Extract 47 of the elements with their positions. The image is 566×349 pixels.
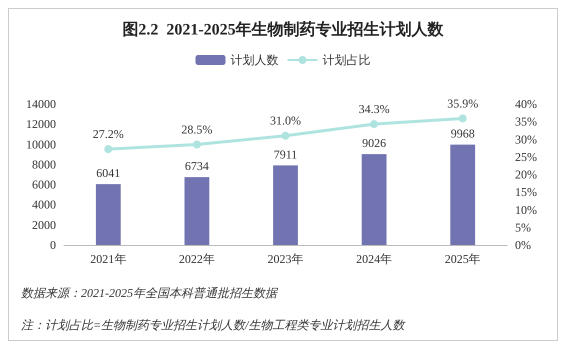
y-tick-label: 8000 [32,157,56,172]
data-label: 34.3% [358,102,390,116]
point [282,132,290,140]
x-tick-label: 2023年 [268,252,304,266]
data-label: 7911 [274,147,298,162]
x-tick-label: 2022年 [178,252,215,266]
y2-tick-label: 30% [515,132,537,146]
bar [184,177,210,245]
y2-tick-label: 10% [515,202,537,217]
data-label: 6734 [184,159,209,174]
y-tick-label: 12000 [26,117,56,132]
y-tick-label: 14000 [26,97,56,111]
y-tick-label: 6000 [32,178,56,192]
y-tick-label: 2000 [32,218,56,232]
bar [96,184,121,245]
y2-tick-label: 15% [515,185,537,200]
point [192,140,201,149]
point [370,120,378,128]
y2-tick-label: 0% [515,238,531,252]
legend-label: 计划人数 [230,53,278,67]
y-tick-label: 4000 [32,198,56,212]
y2-tick-label: 25% [515,150,537,164]
data-label: 35.9% [447,96,478,110]
data-label: 9968 [450,126,475,141]
x-tick-label: 2021年 [90,252,126,266]
chart-title: 图2.2 2021-2025年生物制药专业招生计划人数 [122,20,445,38]
point [104,145,112,154]
y2-tick-label: 5% [515,220,531,234]
bar [273,165,298,245]
data-label: 6041 [96,166,120,180]
bar [450,144,476,245]
y2-tick-label: 40% [515,97,537,111]
point [458,114,467,122]
text: 注：计划占比=生物制药专业招生计划人数/生物工程类专业计划招生人数 [21,318,406,332]
data-label: 9026 [362,136,386,150]
data-label: 31.0% [270,114,301,128]
y-tick-label: 10000 [26,137,56,152]
data-label: 27.2% [92,127,124,142]
source-note: 数据来源：2021-2025年全国本科普通批招生数据 [21,286,279,300]
legend-label: 计划占比 [322,53,370,67]
y2-tick-label: 20% [515,168,537,182]
y-tick-label: 0 [50,238,56,252]
x-tick-label: 2024年 [356,252,392,266]
bar [362,154,387,245]
data-label: 28.5% [181,122,212,137]
y2-tick-label: 35% [515,114,537,129]
x-tick-label: 2025年 [444,252,481,266]
